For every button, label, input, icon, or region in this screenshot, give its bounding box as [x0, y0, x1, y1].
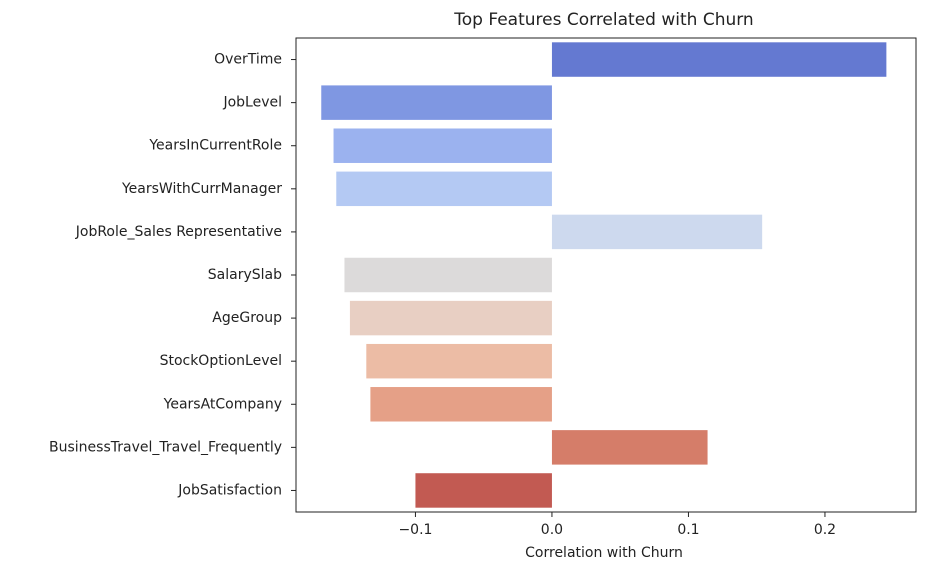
x-tick-label: 0.2	[814, 522, 836, 538]
bar	[336, 171, 552, 207]
x-axis-label: Correlation with Churn	[525, 545, 683, 561]
y-tick-label: JobLevel	[222, 95, 282, 111]
bar	[321, 85, 552, 120]
x-tick-label: 0.1	[677, 522, 699, 538]
chart-title: Top Features Correlated with Churn	[453, 10, 753, 30]
bar	[551, 214, 763, 250]
y-tick-label: StockOptionLevel	[160, 353, 282, 369]
x-tick-label: 0.0	[541, 522, 563, 538]
bar	[349, 300, 552, 336]
y-tick-label: OverTime	[214, 52, 282, 68]
bar	[366, 343, 552, 379]
bar	[344, 257, 552, 293]
y-tick-label: YearsAtCompany	[163, 396, 282, 412]
bar	[415, 473, 552, 508]
y-tick-label: JobRole_Sales Representative	[75, 224, 282, 240]
y-tick-label: BusinessTravel_Travel_Frequently	[49, 439, 282, 455]
y-tick-label: AgeGroup	[212, 310, 282, 326]
bar	[370, 387, 552, 422]
y-tick-label: JobSatisfaction	[177, 482, 282, 498]
bar	[551, 430, 708, 465]
plot-frame	[295, 37, 917, 513]
bar	[333, 128, 552, 163]
x-tick-label: −0.1	[398, 522, 432, 538]
bar	[551, 42, 887, 77]
y-tick-label: YearsInCurrentRole	[148, 138, 282, 154]
y-tick-label: YearsWithCurrManager	[121, 181, 282, 197]
y-tick-label: SalarySlab	[208, 267, 282, 283]
